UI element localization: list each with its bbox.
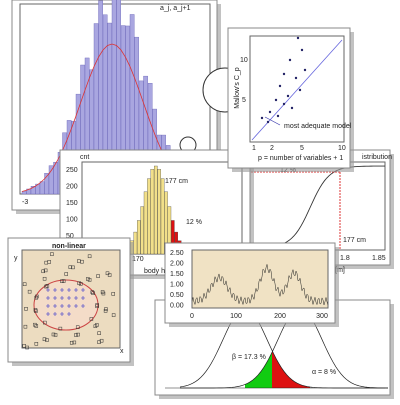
label: 1.00 — [170, 281, 184, 288]
hist-bar — [147, 179, 150, 254]
point — [261, 117, 263, 119]
hist-bar — [144, 192, 147, 254]
hist-bar — [154, 166, 157, 254]
label: 200 — [66, 183, 78, 190]
label: 1 — [252, 145, 256, 152]
point — [291, 107, 293, 109]
point — [297, 37, 299, 39]
hist-bar — [40, 182, 44, 194]
hist-bar — [137, 220, 140, 254]
label: a_j, a_j+1 — [160, 5, 191, 12]
label: 12 % — [186, 219, 202, 226]
label: -3 — [22, 199, 28, 206]
hist-bar — [49, 166, 53, 194]
point — [283, 73, 285, 75]
label: 5 — [300, 145, 304, 152]
point — [287, 95, 289, 97]
label: most adequate model — [284, 123, 352, 130]
point — [275, 99, 277, 101]
label: cnt — [80, 154, 89, 161]
label: 250 — [66, 167, 78, 174]
label: 1.8 — [340, 255, 350, 262]
label: x — [120, 348, 124, 355]
hist-bar — [161, 179, 164, 254]
region — [34, 280, 98, 330]
point — [295, 77, 297, 79]
point — [304, 69, 306, 71]
label: Mallow's C_p — [234, 67, 241, 109]
hist-bar — [158, 169, 161, 254]
label: 10 — [240, 57, 248, 64]
label: 177 cm — [343, 237, 366, 244]
label: 177 cm — [165, 178, 188, 185]
label: istribution — [362, 154, 392, 161]
label: 2.00 — [170, 260, 184, 267]
label: 0.00 — [170, 302, 184, 309]
label: 10 — [338, 145, 346, 152]
hist-bar — [141, 207, 144, 254]
label: 300 — [316, 313, 328, 320]
label: y — [14, 255, 18, 262]
label: 100 — [230, 313, 242, 320]
label: non-linear — [52, 243, 86, 250]
label: 5 — [242, 97, 246, 104]
label: 1.85 — [372, 255, 386, 262]
label: 0.50 — [170, 292, 184, 299]
label: 200 — [274, 313, 286, 320]
point — [277, 115, 279, 117]
point — [267, 121, 269, 123]
point — [283, 103, 285, 105]
hist-bar — [151, 169, 154, 254]
label: α = 8 % — [312, 369, 336, 376]
label: 2.50 — [170, 250, 184, 257]
label: β = 17.3 % — [232, 354, 266, 361]
label: 1.50 — [170, 271, 184, 278]
point — [299, 89, 301, 91]
point — [269, 111, 271, 113]
label: p = number of variables + 1 — [258, 155, 343, 162]
point — [301, 49, 303, 51]
hist-bar — [134, 232, 137, 254]
label: 100 — [66, 216, 78, 223]
point — [279, 85, 281, 87]
label: 0 — [190, 313, 194, 320]
point — [289, 59, 291, 61]
hist-bar — [22, 191, 26, 194]
label: 2 — [270, 145, 274, 152]
label: 150 — [66, 200, 78, 207]
